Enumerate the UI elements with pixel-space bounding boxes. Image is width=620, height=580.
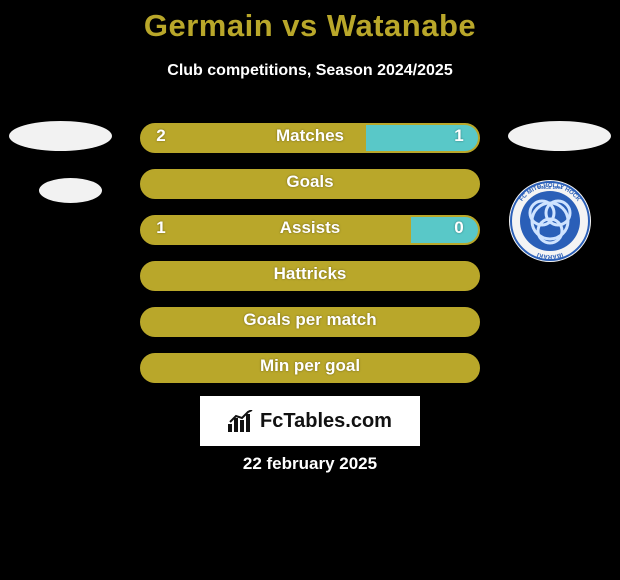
stat-row: Assists1 0 — [140, 215, 480, 245]
fctables-badge: FcTables.com — [200, 396, 420, 446]
stat-left-value: 1 — [146, 215, 176, 245]
stat-label: Min per goal — [140, 353, 480, 383]
player-a-logo-2 — [39, 178, 102, 203]
stat-label: Assists — [140, 215, 480, 245]
stat-right-value: 1 — [444, 123, 474, 153]
player-b-logo-2: FC MITO HOLLY HOCK IBARAKI SINCE 1994 — [500, 179, 600, 263]
stat-row: Min per goal — [140, 353, 480, 383]
page-title: Germain vs Watanabe — [0, 8, 620, 44]
fctables-icon — [228, 410, 254, 432]
stat-row: Goals — [140, 169, 480, 199]
stat-label: Goals — [140, 169, 480, 199]
stat-row: Hattricks — [140, 261, 480, 291]
date-label: 22 february 2025 — [0, 454, 620, 474]
fctables-label: FcTables.com — [260, 410, 392, 433]
svg-text:SINCE 1994: SINCE 1994 — [537, 185, 563, 190]
stat-left-value: 2 — [146, 123, 176, 153]
subtitle: Club competitions, Season 2024/2025 — [0, 62, 620, 80]
player-a-logo-1 — [9, 121, 112, 151]
stat-row: Goals per match — [140, 307, 480, 337]
stat-label: Goals per match — [140, 307, 480, 337]
stat-right-value: 0 — [444, 215, 474, 245]
stat-row: Matches2 1 — [140, 123, 480, 153]
stat-label: Hattricks — [140, 261, 480, 291]
stat-label: Matches — [140, 123, 480, 153]
player-b-logo-1 — [508, 121, 611, 151]
